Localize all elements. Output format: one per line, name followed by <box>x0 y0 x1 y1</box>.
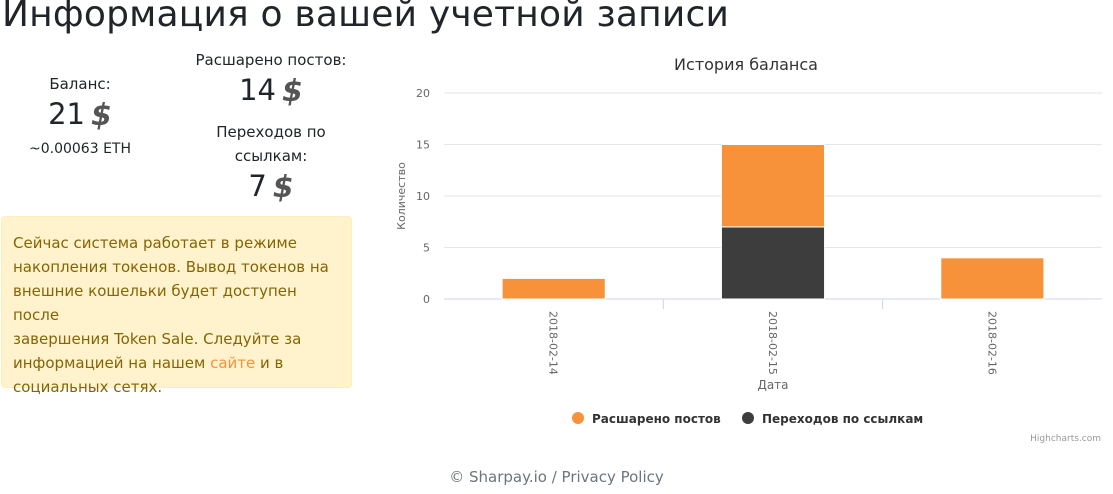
alert-text: и в <box>255 354 284 372</box>
alert-line: завершения Token Sale. Следуйте за <box>13 330 302 348</box>
alert-line: накопления токенов. Вывод токенов на <box>13 258 329 276</box>
shared-stat: Расшарено постов: 14 $ <box>190 48 352 108</box>
x-tick-label: 2018-02-14 <box>547 311 560 375</box>
shared-value-row: 14 $ <box>190 72 352 108</box>
page-title: Информация о вашей учетной записи <box>2 0 730 35</box>
clicks-stat: Переходов по ссылкам: 7 $ <box>190 120 352 204</box>
y-tick-label: 10 <box>416 190 430 203</box>
balance-eth: ~0.00063 ETH <box>29 141 131 157</box>
bar-segment[interactable] <box>501 277 606 300</box>
chart-legend: Расшарено постов Переходов по ссылкам <box>572 412 923 426</box>
legend-marker <box>742 412 754 424</box>
y-tick-label: 20 <box>416 87 430 100</box>
legend-item[interactable]: Переходов по ссылкам <box>742 412 923 426</box>
y-tick-label: 5 <box>423 242 430 255</box>
chart-svg: История баланса Количество Дата 0 5 10 15 20… <box>395 55 1102 444</box>
balance-value: 21 <box>48 97 86 131</box>
clicks-label-line1: Переходов по <box>216 123 326 141</box>
shared-label: Расшарено постов: <box>195 51 347 69</box>
chart-y-axis-label: Количество <box>395 162 408 230</box>
footer: © Sharpay.io / Privacy Policy <box>0 468 1113 486</box>
clicks-value-row: 7 $ <box>190 168 352 204</box>
x-tick-label: 2018-02-15 <box>766 311 779 375</box>
chart-title: История баланса <box>674 55 818 74</box>
y-tick-label: 15 <box>416 139 430 152</box>
alert-line: Сейчас система работает в режиме <box>13 234 297 252</box>
legend-item[interactable]: Расшарено постов <box>572 412 721 426</box>
x-tick-label: 2018-02-16 <box>985 311 998 375</box>
legend-label: Переходов по ссылкам <box>762 412 923 426</box>
footer-separator: / <box>546 468 562 486</box>
dollar-icon: $ <box>91 98 112 133</box>
legend-marker <box>572 412 584 424</box>
chart-x-ticks: 2018-02-14 2018-02-15 2018-02-16 <box>547 299 998 375</box>
alert-text: информацией на нашем <box>13 354 211 372</box>
clicks-value: 7 <box>248 169 267 203</box>
bar-segment[interactable] <box>720 226 826 300</box>
alert-line: информацией на нашем сайте и в <box>13 351 341 375</box>
chart-x-axis-label: Дата <box>757 378 788 392</box>
y-tick-label: 0 <box>423 293 430 306</box>
balance-stat: Баланс: 21 $ ~0.00063 ETH <box>29 72 131 160</box>
balance-label: Баланс: <box>49 75 111 93</box>
token-sale-alert: Сейчас система работает в режиме накопле… <box>1 216 352 396</box>
chart-bars <box>501 144 1045 300</box>
alert-line: внешние кошельки будет доступен после <box>13 282 297 324</box>
bar-segment[interactable] <box>940 257 1045 300</box>
site-link[interactable]: сайте <box>210 354 256 372</box>
chart-y-ticks: 0 5 10 15 20 <box>416 87 430 306</box>
dollar-icon: $ <box>282 74 303 109</box>
dollar-icon: $ <box>272 170 294 205</box>
balance-value-row: 21 $ <box>40 96 120 132</box>
bar-segment[interactable] <box>720 144 826 228</box>
highcharts-credits[interactable]: Highcharts.com <box>1030 434 1101 444</box>
alert-line: социальных сетях. <box>13 378 163 396</box>
privacy-policy-link[interactable]: Privacy Policy <box>561 468 664 486</box>
legend-label: Расшарено постов <box>592 412 721 426</box>
shared-value: 14 <box>239 73 277 107</box>
balance-history-chart: История баланса Количество Дата 0 5 10 15 20… <box>360 40 1113 450</box>
footer-copyright: © Sharpay.io <box>449 468 547 486</box>
clicks-label-line2: ссылкам: <box>234 147 308 165</box>
